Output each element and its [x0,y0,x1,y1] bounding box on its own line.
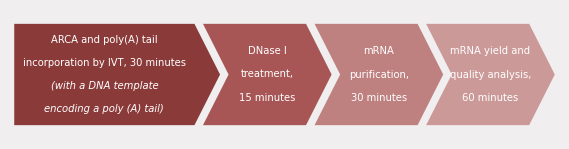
Text: mRNA yield and: mRNA yield and [451,46,530,56]
Text: 60 minutes: 60 minutes [463,93,518,103]
Text: DNase I: DNase I [248,46,287,56]
Text: encoding a poly (A) tail): encoding a poly (A) tail) [44,104,164,114]
Text: 15 minutes: 15 minutes [239,93,295,103]
Text: purification,: purification, [349,69,409,80]
Text: 30 minutes: 30 minutes [351,93,407,103]
Polygon shape [203,24,332,125]
Polygon shape [426,24,555,125]
Text: mRNA: mRNA [364,46,394,56]
Text: incorporation by IVT, 30 minutes: incorporation by IVT, 30 minutes [23,58,186,68]
Text: ARCA and poly(A) tail: ARCA and poly(A) tail [51,35,158,45]
Polygon shape [315,24,443,125]
Text: treatment,: treatment, [241,69,294,80]
Text: (with a DNA template: (with a DNA template [51,81,158,91]
Polygon shape [14,24,220,125]
Text: quality analysis,: quality analysis, [450,69,531,80]
